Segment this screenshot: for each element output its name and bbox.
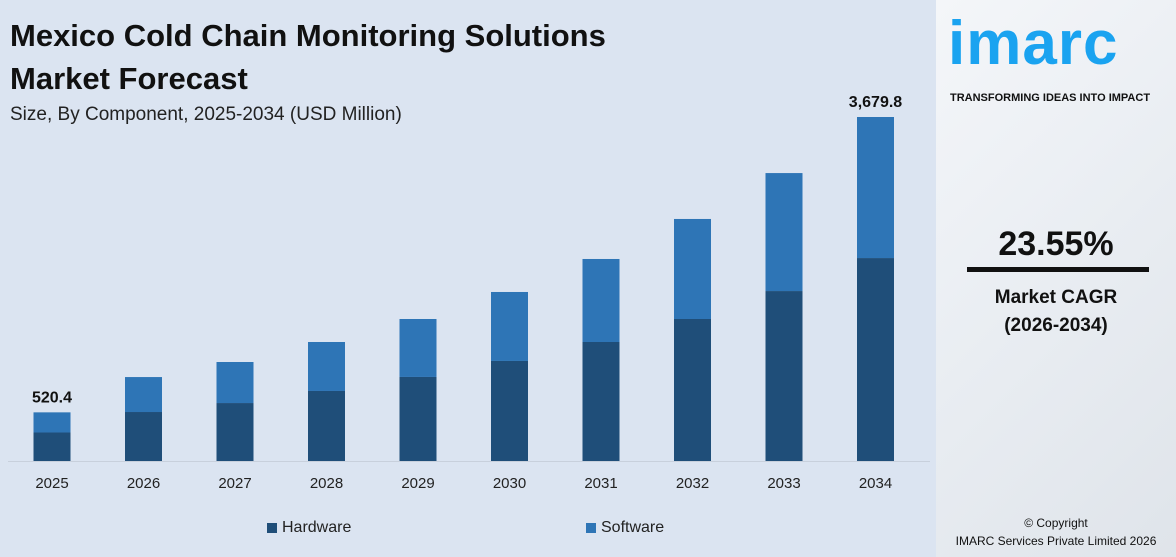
cagr-divider <box>967 267 1149 272</box>
bar-software-2032 <box>674 218 711 319</box>
legend-swatch-software <box>586 523 596 533</box>
bar-hardware-2027 <box>216 403 254 461</box>
legend-hardware: Hardware <box>267 519 351 537</box>
bar-software-2034 <box>857 117 894 259</box>
x-tick-label: 2033 <box>767 475 800 492</box>
legend-software: Software <box>586 519 664 537</box>
bar-software-2029 <box>399 318 437 377</box>
cagr-label: Market CAGR (2026-2034) <box>936 284 1176 340</box>
bar-hardware-2026 <box>125 412 162 461</box>
bar-hardware-2030 <box>491 360 528 461</box>
cagr-label-title: Market CAGR <box>994 287 1118 308</box>
bar-software-2027 <box>216 362 254 404</box>
chart-subtitle: Size, By Component, 2025-2034 (USD Milli… <box>10 104 402 125</box>
x-tick-label: 2029 <box>401 475 434 492</box>
bar-software-2031 <box>582 258 620 342</box>
bar-hardware-2025 <box>33 432 71 461</box>
bar-software-2025 <box>33 412 71 433</box>
title-line-2: Market Forecast <box>10 61 248 96</box>
chart-panel: Mexico Cold Chain Monitoring Solutions M… <box>8 14 930 537</box>
bar-software-2028 <box>308 341 345 391</box>
legend-swatch-hardware <box>267 523 277 533</box>
title-line-1: Mexico Cold Chain Monitoring Solutions <box>10 18 606 53</box>
bar-software-2033 <box>765 173 803 292</box>
cagr-label-period: (2026-2034) <box>1004 315 1108 336</box>
x-tick-label: 2027 <box>218 475 251 492</box>
bar-hardware-2033 <box>765 291 803 461</box>
bar-hardware-2032 <box>674 318 711 461</box>
chart-title: Mexico Cold Chain Monitoring Solutions M… <box>10 14 606 100</box>
x-tick-label: 2032 <box>676 475 709 492</box>
logo-tagline: TRANSFORMING IDEAS INTO IMPACT <box>950 92 1151 104</box>
data-label-2025: 520.4 <box>32 389 72 406</box>
x-tick-label: 2030 <box>493 475 526 492</box>
cagr-value: 23.55% <box>998 225 1114 263</box>
x-tick-label: 2031 <box>584 475 617 492</box>
copyright-line-1: © Copyright <box>1024 516 1088 530</box>
bar-hardware-2029 <box>399 376 437 461</box>
bar-hardware-2034 <box>857 258 894 461</box>
copyright-line-2: IMARC Services Private Limited 2026 <box>955 534 1157 548</box>
legend-label-hardware: Hardware <box>282 519 352 536</box>
bar-software-2030 <box>491 291 528 361</box>
bar-hardware-2028 <box>308 390 345 461</box>
imarc-logo: imarc <box>948 9 1119 78</box>
x-tick-label: 2025 <box>35 475 68 492</box>
x-tick-label: 2034 <box>859 475 892 492</box>
bar-chart: 2025 520.4 2026 2027 2028 2029 2030 2031 2032 203… <box>8 94 930 492</box>
copyright: © Copyright IMARC Services Private Limit… <box>936 514 1176 550</box>
bar-software-2026 <box>125 377 162 413</box>
legend-label-software: Software <box>601 519 665 536</box>
bar-hardware-2031 <box>582 341 620 461</box>
x-tick-label: 2026 <box>127 475 160 492</box>
info-panel: imarc TRANSFORMING IDEAS INTO IMPACT 23.… <box>936 0 1176 557</box>
data-label-2034: 3,679.8 <box>849 94 902 111</box>
x-tick-label: 2028 <box>310 475 343 492</box>
